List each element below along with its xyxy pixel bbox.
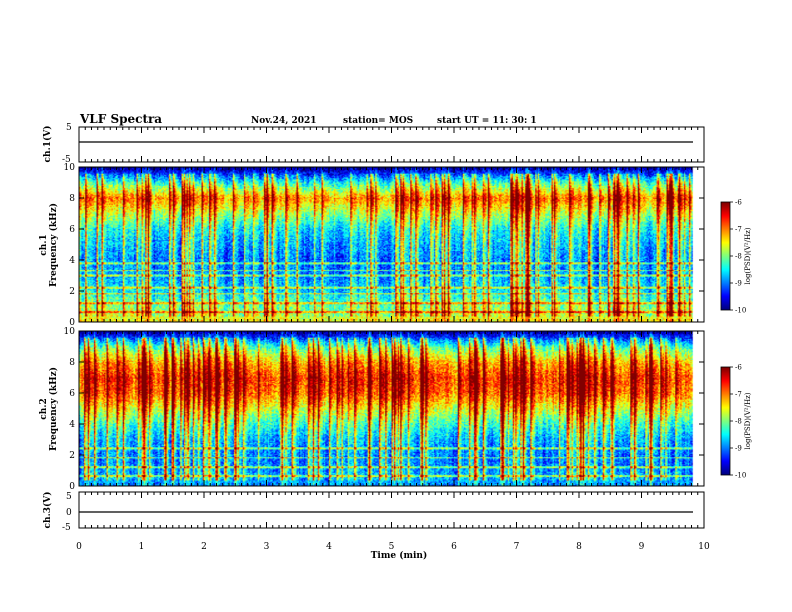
ch1-waveform-panel: 5 -5 ch.1(V) [42, 123, 705, 165]
ch2-colorbar-ticks: -6 -7 -8 -9 -10 [730, 364, 746, 480]
colorbar-tick-label: -6 [735, 199, 742, 207]
colorbar-tick-label: -7 [735, 226, 742, 234]
ch3-waveform-ylabel: ch.3(V) [42, 492, 53, 529]
time-tick-label: 1 [139, 542, 145, 552]
ch1-colorbar-label: log(PSD)(V²/Hz) [744, 227, 752, 284]
ch1-spectrogram-xticks [78, 167, 705, 322]
ch2-spectrogram-image [79, 331, 704, 486]
ch2-channel-label: ch.2 [39, 398, 49, 419]
ch1-waveform-ticks [78, 127, 705, 162]
colorbar-tick-label: -9 [735, 280, 742, 288]
time-tick-label: 0 [76, 542, 82, 552]
start-ut-label: start UT = 11: 30: 1 [437, 116, 537, 126]
y-tick-label: 6 [69, 225, 75, 235]
ch1-colorbar: -6 -7 -8 -9 -10 log(PSD)(V²/Hz) [720, 199, 752, 315]
time-tick-label: 2 [201, 542, 207, 552]
ch1-colorbar-gradient [721, 202, 730, 310]
ch1-spectrogram-yticks: 0 2 4 6 8 10 [64, 163, 704, 328]
colorbar-tick-label: -6 [735, 364, 742, 372]
time-tick-label: 9 [639, 542, 645, 552]
y-tick-label: 4 [69, 420, 75, 430]
ch1-waveform-ylabel: ch.1(V) [42, 126, 53, 163]
colorbar-tick-label: -9 [735, 445, 742, 453]
ch2-spectrogram-yticks: 0 2 4 6 8 10 [64, 327, 704, 492]
colorbar-tick-label: -8 [735, 253, 742, 261]
figure-title: VLF Spectra [79, 112, 162, 126]
ch1-ytick-top: 5 [66, 123, 72, 133]
y-tick-label: 8 [69, 358, 75, 368]
colorbar-tick-label: -10 [735, 307, 746, 315]
ch2-spectrogram-xticks [78, 331, 705, 486]
y-tick-label: 2 [69, 287, 75, 297]
y-tick-label: 2 [69, 451, 75, 461]
y-tick-label: 4 [69, 256, 75, 266]
time-tick-label: 4 [326, 542, 332, 552]
y-tick-label: 8 [69, 194, 75, 204]
ch1-spectrogram-image [79, 167, 704, 322]
ch3-ytick-middle: 0 [66, 508, 72, 518]
ch1-channel-label: ch.1 [39, 234, 49, 255]
y-tick-label: 10 [64, 163, 76, 173]
colorbar-tick-label: -10 [735, 472, 746, 480]
y-tick-label: 0 [69, 482, 75, 492]
time-axis-label: Time (min) [371, 550, 428, 561]
time-axis-tick-labels: 0 1 2 3 4 5 6 7 8 9 10 [76, 542, 710, 552]
ch2-spectrogram-ylabel: Frequency (kHz) [48, 367, 59, 451]
ch3-waveform-ticks: 0 [66, 492, 705, 528]
ch1-spectrogram-ylabel: Frequency (kHz) [48, 203, 59, 287]
ch1-ytick-bottom: -5 [62, 155, 71, 165]
ch2-colorbar: -6 -7 -8 -9 -10 log(PSD)(V²/Hz) [720, 364, 752, 480]
time-tick-label: 10 [698, 542, 710, 552]
time-tick-label: 7 [514, 542, 520, 552]
y-tick-label: 6 [69, 389, 75, 399]
y-tick-label: 0 [69, 318, 75, 328]
ch2-colorbar-label: log(PSD)(V²/Hz) [744, 392, 752, 449]
time-tick-label: 6 [451, 542, 457, 552]
ch3-waveform-panel: 5 -5 ch.3(V) 0 0 1 2 3 4 5 6 7 8 9 10 Time (min) [42, 491, 710, 561]
time-tick-label: 5 [389, 542, 395, 552]
station-label: station= MOS [343, 116, 413, 126]
colorbar-tick-label: -7 [735, 391, 742, 399]
ch2-colorbar-gradient [721, 367, 730, 475]
ch2-spectrogram-panel: 0 2 4 6 8 10 ch.2 Frequency (kHz) [39, 327, 705, 492]
colorbar-tick-label: -8 [735, 418, 742, 426]
time-tick-label: 3 [264, 542, 270, 552]
ch3-ytick-top: 5 [66, 492, 72, 502]
y-tick-label: 10 [64, 327, 76, 337]
date-label: Nov.24, 2021 [251, 116, 317, 126]
ch3-ytick-bottom: -5 [62, 523, 71, 533]
ch1-colorbar-ticks: -6 -7 -8 -9 -10 [730, 199, 746, 315]
ch1-spectrogram-panel: 0 2 4 6 8 10 ch.1 Frequency (kHz) [39, 163, 705, 328]
time-tick-label: 8 [576, 542, 582, 552]
